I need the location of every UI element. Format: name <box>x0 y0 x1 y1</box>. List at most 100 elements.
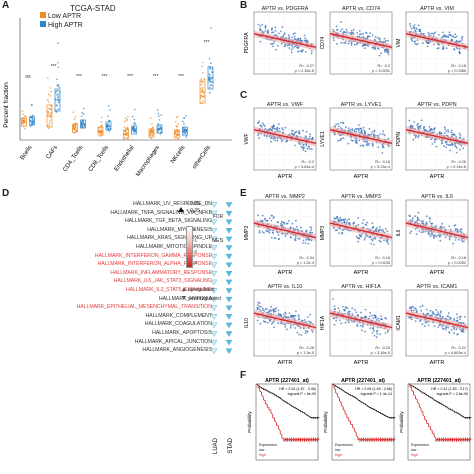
gene-set-label: HALLMARK_IL6_JAK_STAT3_SIGNALING <box>113 278 212 285</box>
scatter-point <box>304 51 307 53</box>
scatter-point <box>292 317 295 319</box>
scatter-title: APTR vs. MMP2 <box>265 194 305 200</box>
scatter-point <box>447 326 450 329</box>
box-point <box>56 96 59 99</box>
scatter-point <box>412 138 415 141</box>
down-triangle-icon <box>225 210 233 217</box>
scatter-point <box>256 121 259 124</box>
scatter-point <box>441 222 444 225</box>
scatter-point <box>358 124 360 126</box>
scatter-point <box>340 322 343 325</box>
scatter-point <box>344 218 346 220</box>
scatter-stat: p = 3.0291 <box>372 69 390 73</box>
scatter-point <box>361 222 364 225</box>
scatter-point <box>426 223 428 225</box>
scatter-point <box>443 226 446 229</box>
scatter-point <box>376 332 379 335</box>
box-point <box>58 86 61 89</box>
scatter-point <box>425 221 428 224</box>
scatter-point <box>274 139 276 142</box>
down-triangle-icon <box>225 245 233 251</box>
box-point <box>201 87 204 89</box>
scatter-point <box>345 28 348 31</box>
scatter-point <box>301 242 304 244</box>
fit-line <box>329 129 393 145</box>
box-point <box>57 98 60 100</box>
scatter-point <box>356 314 359 316</box>
scatter-point <box>446 315 449 317</box>
scatter-point <box>311 137 314 140</box>
scatter-point <box>416 216 419 219</box>
box-point <box>202 71 204 74</box>
scatter-point <box>439 315 442 318</box>
scatter-point <box>414 307 416 310</box>
scatter-point <box>336 28 338 31</box>
km-curve <box>407 383 472 443</box>
scatter-point <box>276 137 279 140</box>
scatter-point <box>371 332 374 334</box>
scatter-point <box>439 239 442 242</box>
box-point <box>24 127 26 130</box>
scatter-point <box>358 234 361 236</box>
box-point <box>55 91 57 94</box>
scatter-point <box>336 215 338 218</box>
scatter-point <box>275 48 277 51</box>
scatter-point <box>337 218 340 220</box>
scatter-point <box>419 320 421 323</box>
scatter-point <box>257 23 260 26</box>
scatter-xlabel: APTR <box>278 174 293 180</box>
significance-label: *** <box>76 74 82 80</box>
scatter-point <box>443 132 446 135</box>
scatter-point <box>442 328 445 330</box>
box-point <box>83 125 86 128</box>
km-frame <box>407 383 471 461</box>
direction-down: downregulated <box>182 295 221 304</box>
scatter-point <box>290 51 293 54</box>
down-triangle-icon <box>225 331 233 337</box>
scatter-point <box>277 309 280 312</box>
scatter-point <box>370 242 373 245</box>
down-triangle-icon <box>210 296 218 303</box>
scatter-point <box>338 310 341 312</box>
scatter-point <box>267 29 269 32</box>
scatter-point <box>447 130 450 133</box>
scatter-point <box>292 47 294 49</box>
scatter-title: APTR vs. IL10 <box>268 284 303 290</box>
box-point <box>133 118 136 121</box>
scatter-point <box>345 126 347 129</box>
scatter-point <box>271 27 273 30</box>
scatter-point <box>459 230 461 232</box>
down-triangle-icon <box>210 314 218 320</box>
scatter-point <box>365 234 367 237</box>
scatter-point <box>340 41 343 44</box>
scatter-point <box>432 313 434 315</box>
box-point <box>209 86 211 89</box>
box-point <box>202 96 205 98</box>
scatter-point <box>386 51 389 54</box>
scatter-point <box>299 143 302 145</box>
scatter-point <box>450 317 452 319</box>
scatter-point <box>454 33 457 36</box>
box-point <box>150 137 153 140</box>
box-point <box>32 118 34 121</box>
scatter-point <box>377 47 380 50</box>
scatter-point <box>368 127 371 130</box>
scatter-point <box>281 139 284 142</box>
direction-down-label: downregulated <box>188 296 221 302</box>
scatter-point <box>341 305 344 308</box>
scatter-point <box>289 235 292 238</box>
scatter-point <box>464 316 466 318</box>
scatter-point <box>297 37 299 40</box>
scatter-point <box>291 133 294 135</box>
scatter-point <box>261 307 264 310</box>
scatter-point <box>298 333 300 336</box>
scatter-ylabel: PDPN <box>396 132 402 146</box>
panel-label-a: A <box>2 0 10 11</box>
scatter-point <box>362 145 365 148</box>
scatter-point <box>360 129 363 132</box>
scatter-point <box>335 217 338 220</box>
gene-set-label: HALLMARK_COAGULATION <box>144 321 212 328</box>
scatter-title: APTR vs. PDGFRA <box>262 6 309 12</box>
scatter-point <box>334 229 337 232</box>
scatter-point <box>444 35 447 38</box>
